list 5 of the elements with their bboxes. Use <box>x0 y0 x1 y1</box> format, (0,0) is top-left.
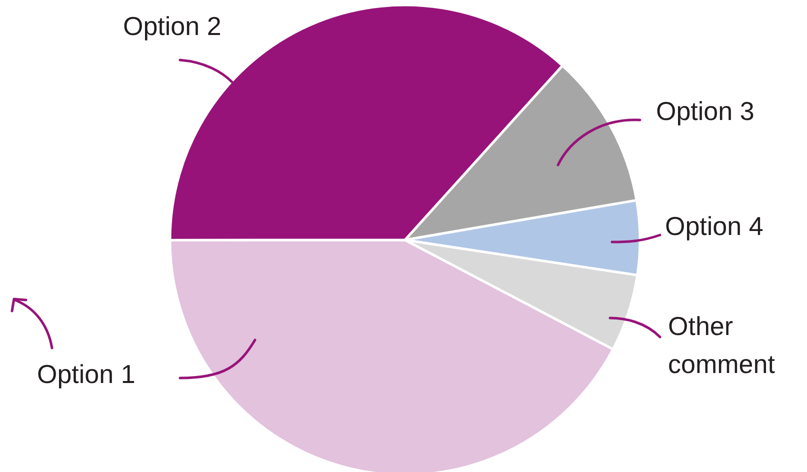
slice-label: Other comment <box>668 310 776 379</box>
slice-label: Option 2 <box>123 10 222 41</box>
slice-label: Option 4 <box>665 210 764 241</box>
slice-label: Option 1 <box>37 358 136 389</box>
slice-label: Option 3 <box>656 96 754 126</box>
